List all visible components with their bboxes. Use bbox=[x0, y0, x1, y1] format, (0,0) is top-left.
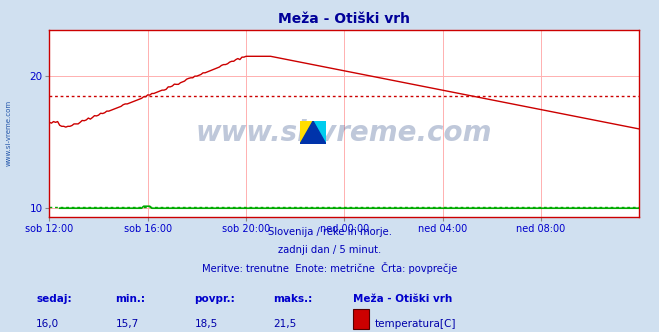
Title: Meža - Otiški vrh: Meža - Otiški vrh bbox=[278, 12, 411, 26]
Text: sedaj:: sedaj: bbox=[36, 294, 72, 304]
Text: 18,5: 18,5 bbox=[194, 319, 217, 329]
Polygon shape bbox=[300, 121, 313, 144]
Text: min.:: min.: bbox=[115, 294, 146, 304]
Text: 15,7: 15,7 bbox=[115, 319, 138, 329]
Polygon shape bbox=[300, 121, 326, 144]
Text: zadnji dan / 5 minut.: zadnji dan / 5 minut. bbox=[278, 245, 381, 255]
Text: Meritve: trenutne  Enote: metrične  Črta: povprečje: Meritve: trenutne Enote: metrične Črta: … bbox=[202, 262, 457, 274]
Text: 21,5: 21,5 bbox=[273, 319, 297, 329]
Text: 16,0: 16,0 bbox=[36, 319, 59, 329]
Text: maks.:: maks.: bbox=[273, 294, 313, 304]
Text: temperatura[C]: temperatura[C] bbox=[374, 319, 456, 329]
Text: www.si-vreme.com: www.si-vreme.com bbox=[5, 100, 12, 166]
Text: Slovenija / reke in morje.: Slovenija / reke in morje. bbox=[268, 227, 391, 237]
Text: www.si-vreme.com: www.si-vreme.com bbox=[196, 119, 492, 147]
Polygon shape bbox=[313, 121, 326, 144]
Text: povpr.:: povpr.: bbox=[194, 294, 235, 304]
Text: Meža - Otiški vrh: Meža - Otiški vrh bbox=[353, 294, 452, 304]
